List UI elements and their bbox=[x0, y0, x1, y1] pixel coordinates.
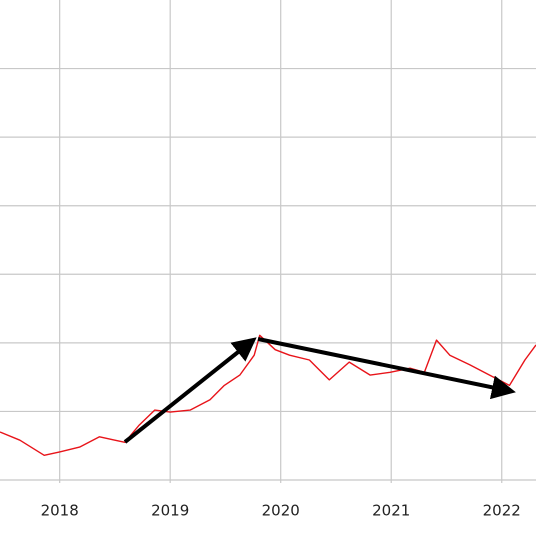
trend-arrow bbox=[123, 337, 257, 444]
x-tick-label: 2021 bbox=[372, 502, 410, 520]
trend-arrow bbox=[257, 337, 516, 400]
x-tick-label: 2020 bbox=[262, 502, 300, 520]
x-tick-label: 2018 bbox=[41, 502, 79, 520]
plot bbox=[0, 334, 536, 456]
grid: 2018 2019 2020 2021 2022 bbox=[0, 0, 536, 520]
x-tick-label: 2022 bbox=[483, 502, 521, 520]
data-line bbox=[0, 334, 536, 456]
x-tick-label: 2019 bbox=[151, 502, 189, 520]
